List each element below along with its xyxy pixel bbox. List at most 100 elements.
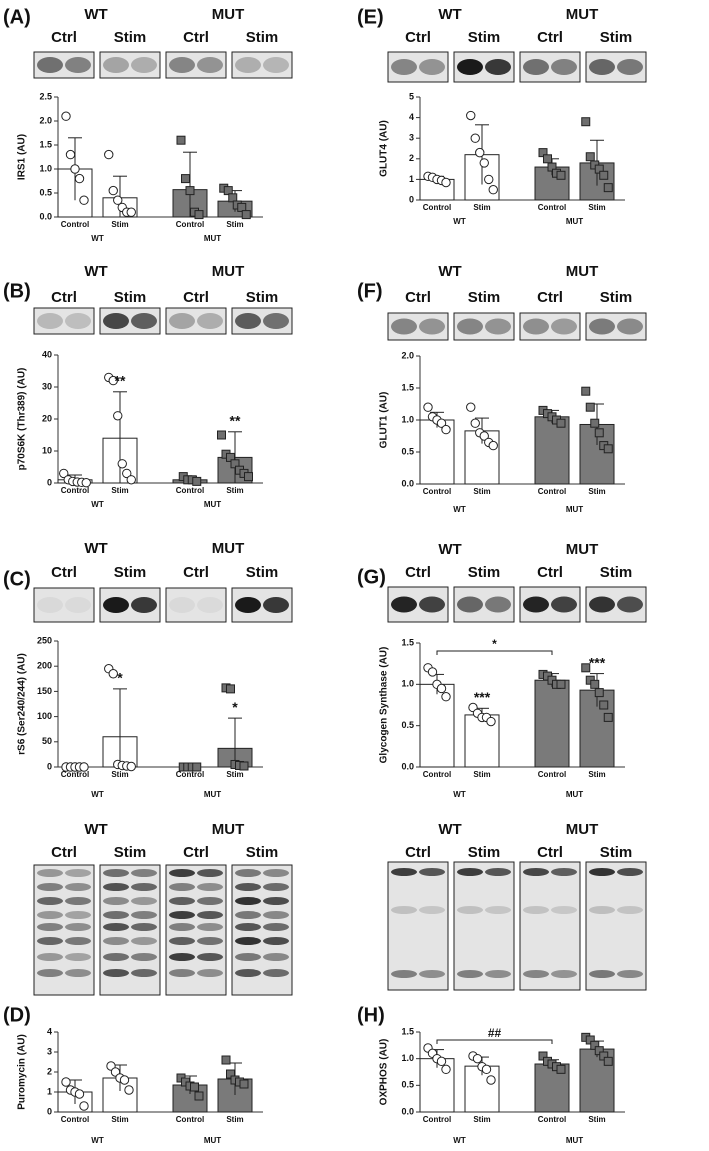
y-tick-label: 1.5 bbox=[401, 1026, 414, 1036]
blot-band bbox=[235, 923, 261, 931]
x-tick-label: Control bbox=[61, 770, 89, 779]
data-point bbox=[74, 1089, 85, 1099]
blot-lane-label: Ctrl bbox=[537, 844, 563, 861]
data-point bbox=[470, 133, 480, 143]
bracket-label: ## bbox=[488, 1026, 502, 1040]
data-point bbox=[475, 147, 485, 158]
x-tick-label: Stim bbox=[588, 203, 605, 212]
blot-band bbox=[37, 897, 63, 905]
blot-lane-label: Ctrl bbox=[183, 564, 209, 581]
blot-band bbox=[589, 970, 615, 978]
data-point bbox=[484, 174, 494, 185]
blot-band bbox=[169, 969, 195, 977]
y-tick-label: 50 bbox=[42, 736, 52, 746]
blot-band bbox=[131, 313, 157, 329]
blot-band bbox=[391, 868, 417, 876]
data-point bbox=[226, 684, 235, 694]
blot-lane-label: Ctrl bbox=[405, 29, 431, 46]
data-point bbox=[556, 418, 566, 428]
y-tick-label: 2 bbox=[409, 153, 414, 163]
data-point bbox=[79, 1101, 89, 1111]
y-tick-label: 0.5 bbox=[401, 1080, 414, 1090]
bar bbox=[534, 416, 570, 485]
blot-band bbox=[523, 318, 549, 335]
blot-band bbox=[263, 911, 289, 919]
blot-band bbox=[235, 911, 261, 919]
blot-band bbox=[103, 883, 129, 891]
group-label: WT bbox=[91, 1136, 104, 1145]
data-point bbox=[190, 1082, 199, 1092]
blot-band bbox=[457, 596, 483, 613]
x-tick-label: Stim bbox=[226, 486, 243, 495]
y-tick-label: 1.0 bbox=[401, 414, 414, 424]
blot-band bbox=[617, 318, 643, 335]
blot-band bbox=[103, 597, 129, 613]
y-tick-label: 2 bbox=[47, 1066, 52, 1076]
group-label: WT bbox=[91, 790, 104, 799]
blot-band bbox=[589, 318, 615, 335]
blot-band bbox=[37, 953, 63, 961]
data-point bbox=[590, 679, 600, 689]
y-tick-label: 0 bbox=[47, 761, 52, 771]
y-tick-label: 4 bbox=[409, 112, 414, 122]
blot-band bbox=[263, 953, 289, 961]
blot-band bbox=[523, 868, 549, 876]
blot-band bbox=[551, 596, 577, 613]
data-point bbox=[113, 411, 123, 421]
y-tick-label: 1.5 bbox=[401, 637, 414, 647]
blot-band bbox=[551, 970, 577, 978]
group-label: MUT bbox=[204, 790, 221, 799]
y-tick-label: 20 bbox=[42, 413, 52, 423]
blot-band bbox=[103, 57, 129, 73]
blot-lane-label: Ctrl bbox=[537, 29, 563, 46]
y-tick-label: 1.5 bbox=[401, 382, 414, 392]
x-tick-label: Stim bbox=[111, 1115, 128, 1124]
blot-band bbox=[485, 906, 511, 914]
blot-group-label: WT bbox=[438, 821, 461, 838]
blot-band bbox=[457, 59, 483, 75]
data-point bbox=[239, 1079, 249, 1089]
blot-band bbox=[131, 897, 157, 905]
blot-band bbox=[551, 318, 577, 335]
panel-letter: (A) bbox=[3, 6, 31, 28]
data-point bbox=[81, 477, 91, 488]
blot-band bbox=[485, 318, 511, 335]
data-point bbox=[108, 185, 118, 196]
y-axis-label: GLUT4 (AU) bbox=[379, 120, 390, 177]
y-axis-label: Puromycin (AU) bbox=[17, 1034, 28, 1110]
data-point bbox=[194, 210, 204, 220]
data-point bbox=[79, 195, 89, 205]
group-label: MUT bbox=[204, 500, 221, 509]
data-point bbox=[488, 440, 498, 451]
blot-band bbox=[103, 869, 129, 877]
blot-band bbox=[197, 869, 223, 877]
blot-band bbox=[169, 897, 195, 905]
x-tick-label: Stim bbox=[473, 1115, 490, 1124]
y-tick-label: 30 bbox=[42, 381, 52, 391]
blot-band bbox=[485, 970, 511, 978]
data-point bbox=[436, 418, 447, 428]
blot-band bbox=[523, 59, 549, 75]
panel-letter: (F) bbox=[357, 280, 383, 302]
data-point bbox=[122, 468, 132, 479]
blot-lane-label: Stim bbox=[600, 29, 633, 46]
blot-band bbox=[235, 953, 261, 961]
blot-group-label: MUT bbox=[566, 263, 599, 280]
blot-group-label: WT bbox=[84, 540, 107, 557]
blot-band bbox=[617, 868, 643, 876]
blot-band bbox=[169, 869, 195, 877]
x-tick-label: Control bbox=[176, 770, 204, 779]
x-tick-label: Control bbox=[176, 1115, 204, 1124]
data-point bbox=[603, 1056, 613, 1066]
y-tick-label: 0 bbox=[47, 477, 52, 487]
x-tick-label: Control bbox=[423, 487, 451, 496]
blot-band bbox=[37, 57, 63, 73]
blot-band bbox=[391, 318, 417, 335]
data-point bbox=[594, 428, 604, 438]
blot-band bbox=[65, 597, 91, 613]
blot-lane-label: Ctrl bbox=[183, 289, 209, 306]
data-point bbox=[486, 716, 496, 727]
y-tick-label: 10 bbox=[42, 445, 52, 455]
blot-band bbox=[391, 906, 417, 914]
x-tick-label: Control bbox=[423, 770, 451, 779]
